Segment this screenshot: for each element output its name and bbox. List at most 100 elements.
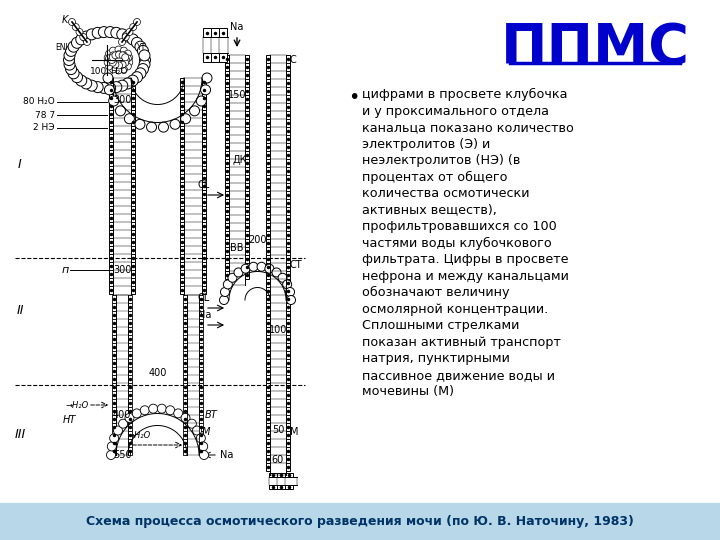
Circle shape (138, 45, 148, 56)
Bar (179, 134, 184, 142)
Bar (202, 254, 207, 262)
Circle shape (92, 82, 103, 93)
Bar (266, 159, 270, 167)
Bar (179, 102, 184, 110)
Bar (245, 183, 249, 191)
Bar (183, 415, 187, 423)
Circle shape (115, 46, 122, 53)
Bar (225, 111, 229, 119)
Bar (112, 343, 116, 351)
Circle shape (272, 268, 281, 277)
Text: ENI: ENI (55, 44, 68, 52)
Bar (286, 239, 290, 247)
Bar (286, 103, 290, 111)
Circle shape (126, 54, 132, 61)
Bar (109, 182, 113, 190)
Bar (183, 367, 187, 375)
Bar (199, 335, 204, 343)
Circle shape (135, 41, 146, 52)
Bar (225, 263, 229, 271)
Circle shape (234, 268, 243, 277)
Text: H₂O: H₂O (110, 68, 127, 77)
Bar (202, 86, 207, 94)
Bar (286, 407, 290, 415)
Bar (199, 311, 204, 319)
Circle shape (223, 280, 233, 289)
Bar (109, 174, 113, 182)
Bar (128, 319, 132, 327)
Bar (266, 255, 270, 263)
Bar (286, 143, 290, 151)
Circle shape (84, 38, 91, 45)
Bar (202, 174, 207, 182)
Circle shape (189, 106, 199, 116)
Bar (277, 485, 285, 489)
Circle shape (201, 85, 210, 95)
Circle shape (109, 47, 117, 54)
Bar (131, 278, 135, 286)
Bar (286, 391, 290, 399)
Bar (266, 375, 270, 383)
Bar (245, 111, 249, 119)
Bar (131, 118, 135, 126)
Bar (179, 270, 184, 278)
Bar (269, 485, 277, 489)
Text: 78 7: 78 7 (35, 111, 55, 119)
Bar (266, 79, 270, 87)
Bar (266, 423, 270, 431)
Bar (183, 447, 187, 455)
Bar (128, 391, 132, 399)
Bar (202, 270, 207, 278)
Text: Схема процесса осмотического разведения мочи (по Ю. В. Наточину, 1983): Схема процесса осмотического разведения … (86, 515, 634, 528)
Bar (179, 166, 184, 174)
Bar (286, 399, 290, 407)
Circle shape (127, 34, 138, 45)
Bar (202, 206, 207, 214)
Bar (199, 327, 204, 335)
Bar (225, 167, 229, 175)
Bar (286, 351, 290, 359)
Bar (266, 431, 270, 439)
Bar (131, 86, 135, 94)
Circle shape (109, 52, 117, 59)
Circle shape (72, 24, 79, 30)
Bar (266, 183, 270, 191)
Bar (131, 286, 135, 294)
Bar (109, 286, 113, 294)
Circle shape (119, 38, 125, 45)
Bar (183, 327, 187, 335)
Bar (225, 191, 229, 199)
Bar (109, 94, 113, 102)
Circle shape (199, 450, 209, 460)
Bar (128, 335, 132, 343)
Bar (266, 63, 270, 71)
Bar (245, 223, 249, 231)
Bar (245, 127, 249, 135)
Text: M: M (202, 427, 210, 437)
Bar (266, 439, 270, 447)
Bar (131, 238, 135, 246)
Bar (245, 215, 249, 223)
Bar (128, 383, 132, 391)
Bar (202, 150, 207, 158)
Circle shape (64, 50, 75, 61)
Bar (199, 391, 204, 399)
Bar (202, 246, 207, 254)
Bar (266, 415, 270, 423)
Circle shape (106, 58, 112, 65)
Bar (179, 126, 184, 134)
Circle shape (122, 78, 133, 89)
Bar (286, 431, 290, 439)
Bar (179, 238, 184, 246)
Bar (112, 447, 116, 455)
Bar (225, 175, 229, 183)
Bar (199, 367, 204, 375)
Circle shape (202, 73, 212, 83)
Bar (131, 182, 135, 190)
Bar (199, 383, 204, 391)
Bar (203, 53, 211, 62)
Circle shape (99, 83, 109, 93)
Bar (179, 278, 184, 286)
Bar (266, 223, 270, 231)
Bar (109, 126, 113, 134)
